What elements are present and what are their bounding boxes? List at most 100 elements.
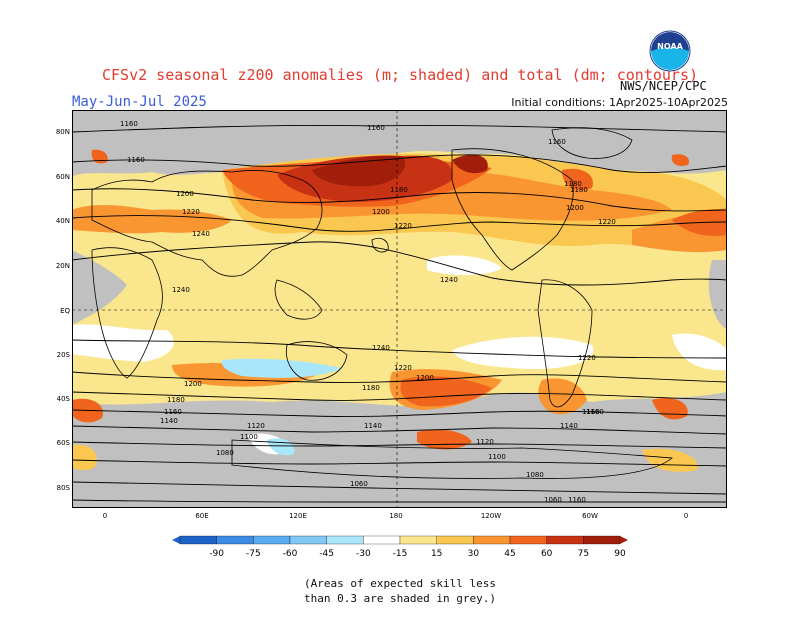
contour-label: 1120 bbox=[247, 422, 265, 430]
colorbar-tick-label: 15 bbox=[431, 549, 442, 559]
contour-label: 1160 bbox=[586, 408, 604, 416]
colorbar-tick-label: -60 bbox=[283, 549, 298, 559]
contour-label: 1240 bbox=[372, 344, 390, 352]
colorbar-swatch bbox=[216, 535, 254, 545]
contour-label: 1160 bbox=[120, 120, 138, 128]
colorbar-tick-label: -30 bbox=[356, 549, 371, 559]
colorbar-swatch bbox=[253, 535, 291, 545]
forecast-period: May-Jun-Jul 2025 bbox=[72, 94, 207, 110]
colorbar-tick-label: -75 bbox=[246, 549, 261, 559]
lat-label: 20N bbox=[55, 262, 70, 270]
colorbar-tick-label: -45 bbox=[319, 549, 334, 559]
colorbar-tick-label: 90 bbox=[614, 549, 626, 559]
contour-label: 1220 bbox=[394, 364, 412, 372]
contour-line bbox=[72, 215, 727, 232]
contour-label: 1180 bbox=[362, 384, 380, 392]
lat-label: EQ bbox=[60, 307, 70, 315]
contour-label: 1160 bbox=[548, 138, 566, 146]
contour-label: 1200 bbox=[416, 374, 434, 382]
footnote-line1: (Areas of expected skill less bbox=[303, 577, 497, 590]
lon-label: 120E bbox=[289, 512, 307, 520]
colorbar: -90 -75 -60 -45 -30 -15 15 30 45 60 75 90 bbox=[172, 535, 628, 559]
contour-line bbox=[72, 391, 727, 401]
footnote-line2: than 0.3 are shaded in grey.) bbox=[303, 592, 497, 605]
lon-label: 60W bbox=[582, 512, 598, 520]
colorbar-tick-label: 45 bbox=[504, 549, 515, 559]
anomaly-map: 1160 1160 1160 1180 1160 1180 1200 1200 … bbox=[72, 110, 727, 508]
contour-label: 1140 bbox=[364, 422, 382, 430]
colorbar-tick-label: 60 bbox=[541, 549, 553, 559]
agency-label: NWS/NCEP/CPC bbox=[620, 79, 707, 93]
contour-line bbox=[72, 425, 727, 435]
contour-label: 1160 bbox=[127, 156, 145, 164]
contour-label: 1100 bbox=[488, 453, 506, 461]
colorbar-ticks: -90 -75 -60 -45 -30 -15 15 30 45 60 75 90 bbox=[209, 549, 626, 559]
lon-label: 0 bbox=[683, 512, 689, 520]
contour-line bbox=[72, 499, 727, 503]
colorbar-swatch bbox=[363, 535, 401, 545]
contour-label: 1200 bbox=[372, 208, 390, 216]
contour-label: 1220 bbox=[394, 222, 412, 230]
colorbar-swatch bbox=[399, 535, 437, 545]
colorbar-swatch bbox=[326, 535, 364, 545]
logo-text: NOAA bbox=[657, 42, 683, 51]
lat-label: 80N bbox=[55, 128, 70, 136]
colorbar-swatch bbox=[473, 535, 511, 545]
contour-label: 1240 bbox=[192, 230, 210, 238]
lat-label: 20S bbox=[56, 351, 70, 359]
lon-label: 120W bbox=[480, 512, 502, 520]
contour-line bbox=[72, 154, 727, 173]
contour-label: 1140 bbox=[160, 417, 178, 425]
contour-label: 1240 bbox=[172, 286, 190, 294]
contour-label: 1120 bbox=[476, 438, 494, 446]
contour-label: 1200 bbox=[566, 204, 584, 212]
contour-label: 1080 bbox=[526, 471, 544, 479]
lat-label: 60N bbox=[55, 173, 70, 181]
contour-labels: 1160 1160 1160 1180 1160 1180 1200 1200 … bbox=[120, 120, 616, 504]
contour-label: 1100 bbox=[240, 433, 258, 441]
colorbar-tick-label: 75 bbox=[578, 549, 589, 559]
contour-label: 1200 bbox=[184, 380, 202, 388]
lat-label: 40S bbox=[56, 395, 70, 403]
contour-label: 1220 bbox=[182, 208, 200, 216]
colorbar-swatch bbox=[583, 535, 621, 545]
contour-line bbox=[72, 188, 727, 212]
graticule bbox=[72, 110, 727, 508]
contour-label: 1140 bbox=[560, 422, 578, 430]
contour-line bbox=[72, 125, 727, 133]
contour-label: 1160 bbox=[568, 496, 586, 504]
colorbar-swatches bbox=[172, 535, 628, 545]
contour-label: 1060 bbox=[544, 496, 562, 504]
contour-label: 1160 bbox=[582, 408, 600, 416]
colorbar-tick-label: -15 bbox=[393, 549, 408, 559]
contour-label: 1220 bbox=[578, 354, 596, 362]
colorbar-arrow-right bbox=[620, 536, 628, 544]
contour-label: 1160 bbox=[164, 408, 182, 416]
colorbar-arrow-left bbox=[172, 536, 180, 544]
contour-line bbox=[72, 441, 727, 449]
lat-label: 80S bbox=[56, 484, 70, 492]
contour-label: 1060 bbox=[350, 480, 368, 488]
colorbar-swatch bbox=[289, 535, 327, 545]
colorbar-swatch bbox=[509, 535, 547, 545]
lat-label: 60S bbox=[56, 439, 70, 447]
contour-label: 1160 bbox=[367, 124, 385, 132]
contour-label: 1240 bbox=[440, 276, 458, 284]
initial-conditions: Initial conditions: 1Apr2025-10Apr2025 bbox=[511, 96, 728, 109]
contour-line bbox=[72, 459, 727, 467]
lon-label: 180 bbox=[389, 512, 403, 520]
contours bbox=[72, 125, 727, 503]
lon-label: 60E bbox=[195, 512, 209, 520]
contour-line bbox=[72, 481, 727, 495]
colorbar-swatch bbox=[546, 535, 584, 545]
contour-line bbox=[72, 339, 727, 359]
colorbar-tick-label: -90 bbox=[209, 549, 224, 559]
lon-label: 0 bbox=[102, 512, 108, 520]
contour-line bbox=[72, 371, 727, 383]
contour-label: 1200 bbox=[176, 190, 194, 198]
footnote: (Areas of expected skill less than 0.3 a… bbox=[0, 576, 800, 606]
map-title: CFSv2 seasonal z200 anomalies (m; shaded… bbox=[101, 66, 699, 84]
contour-line bbox=[72, 409, 727, 417]
contour-label: 1220 bbox=[598, 218, 616, 226]
contour-label: 1080 bbox=[216, 449, 234, 457]
